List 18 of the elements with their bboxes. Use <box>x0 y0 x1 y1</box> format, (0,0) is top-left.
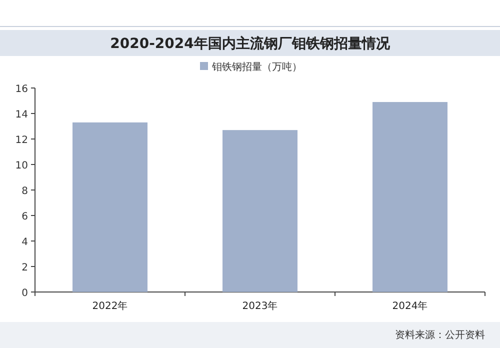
text: 资料来源：公开资料 <box>395 329 485 341</box>
y-tick-label: 10 <box>15 160 28 172</box>
x-tick-label: 2024年 <box>392 300 428 312</box>
y-tick-label: 0 <box>22 288 28 299</box>
y-tick-label: 14 <box>15 110 28 120</box>
y-tick-label: 8 <box>22 186 28 197</box>
y-tick-label: 6 <box>22 212 28 222</box>
bar <box>372 102 448 292</box>
chart-title: 2020-2024年国内主流钢厂钼铁钢招量情况 <box>110 35 391 52</box>
y-tick-label: 16 <box>15 84 28 95</box>
legend-label: 钼铁钢招量（万吨） <box>211 61 302 73</box>
bar <box>222 130 298 292</box>
x-tick-label: 2022年 <box>92 300 128 312</box>
bar <box>72 122 148 292</box>
x-tick-label: 2023年 <box>242 300 278 312</box>
y-tick-label: 12 <box>15 135 28 146</box>
y-tick-label: 4 <box>22 237 28 248</box>
y-tick-label: 2 <box>22 262 28 274</box>
